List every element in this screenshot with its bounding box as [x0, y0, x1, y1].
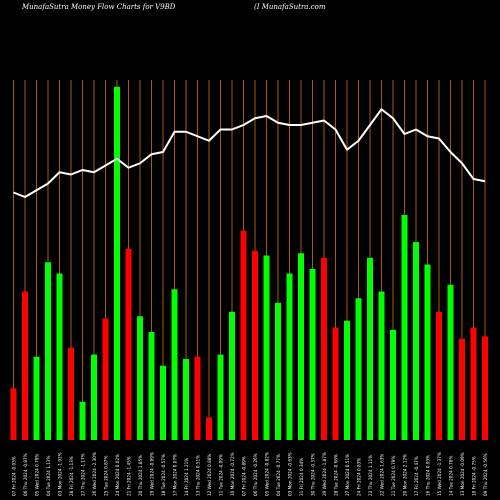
x-tick-label: 25 Tue 2024 0.87%: [104, 456, 109, 496]
data-bar: [148, 332, 155, 440]
site-credit: (I MunafaSutra.com: [254, 3, 326, 11]
x-tick-label: 14 Tue 2024 0.78%: [449, 456, 454, 496]
data-bar: [367, 257, 373, 440]
x-tick-label: 13 Thu 2024 0.51%: [196, 455, 201, 496]
x-tick-label: 27 Thu 2024 -1.17%: [81, 453, 86, 496]
x-tick-label: 14 Fri 2024 1.21%: [184, 458, 189, 496]
data-bar: [240, 230, 247, 440]
x-tick-label: 09 Thu 2024 -0.56%: [483, 453, 488, 496]
data-bar: [378, 291, 385, 440]
x-tick-label: 29 Wed 2024 -1.87%: [322, 452, 327, 496]
data-bar: [344, 320, 350, 440]
x-tick-label: 27 Mon 2024 0.51%: [345, 454, 350, 496]
x-tick-label: 10 Mon 2024 -0.72%: [230, 452, 235, 496]
x-tick-label: 07 Fri 2024 -0.03%: [12, 456, 17, 496]
x-tick-label: 28 Fri 2024 -1.13%: [69, 456, 74, 496]
data-bar: [424, 264, 431, 440]
x-tick-label: 03 Mon 2024 -1.91%: [58, 452, 63, 496]
x-tick-label: 05 Wed 2024 0.79%: [35, 454, 40, 496]
data-bar: [22, 291, 28, 440]
x-tick-label: 06 Thu 2024 -0.26%: [253, 453, 258, 496]
x-tick-label: 10 Fri 2024 -0.75%: [472, 456, 477, 496]
data-bar: [68, 347, 74, 440]
data-bar: [286, 273, 293, 440]
data-bar: [33, 356, 40, 440]
x-tick-label: 20 Mon 2024 2.12%: [403, 454, 408, 496]
data-bar: [102, 318, 109, 440]
x-tick-label: 13 Mon 2024 -0.09%: [460, 452, 465, 496]
data-bar: [482, 336, 488, 440]
x-tick-label: 03 Mon 2024 -0.63%: [288, 452, 293, 496]
data-bar: [79, 401, 86, 440]
data-bar: [10, 388, 17, 440]
data-bar: [447, 284, 454, 440]
x-tick-label: 04 Tue 2024 -0.77%: [276, 454, 281, 496]
data-bar: [125, 248, 132, 440]
data-bar: [171, 289, 178, 440]
data-bar: [263, 255, 270, 440]
x-tick-label: 21 Tue 2024 0.79%: [391, 456, 396, 496]
x-tick-label: 11 Tue 2024 -0.09%: [219, 454, 224, 496]
x-tick-label: 17 Fri 2024 -0.47%: [414, 456, 419, 496]
x-tick-label: 12 Wed 2024 0.88%: [207, 454, 212, 496]
x-tick-label: 17 Mon 2024 0.07%: [173, 454, 178, 496]
data-bar: [321, 257, 327, 440]
x-tick-label: 16 Thu 2024 0.93%: [426, 455, 431, 496]
data-bar: [229, 311, 235, 440]
data-bar: [355, 298, 362, 440]
data-bar: [332, 327, 339, 440]
x-tick-label: 06 Thu 2024 -0.87%: [23, 453, 28, 496]
x-tick-label: 04 Tue 2024 1.13%: [46, 456, 51, 496]
data-bar: [413, 242, 419, 440]
x-tick-label: 05 Wed 2024 -0.82%: [265, 452, 270, 496]
data-bar: [56, 273, 63, 440]
data-bar: [45, 262, 51, 440]
data-bar: [401, 215, 408, 440]
data-bar: [160, 365, 166, 440]
x-tick-label: 23 Thu 2024 1.11%: [368, 455, 373, 496]
data-bar: [436, 311, 442, 440]
x-tick-label: 20 Thu 2024 1.85%: [138, 455, 143, 496]
data-bar: [183, 359, 189, 440]
data-bar: [252, 251, 258, 440]
x-tick-label: 19 Wed 2024 -0.99%: [150, 452, 155, 496]
x-tick-label: 15 Wed 2024 -1.37%: [437, 452, 442, 496]
x-tick-label: 18 Tue 2024 -0.57%: [161, 454, 166, 496]
x-tick-label: 26 Wed 2024 -2.30%: [92, 452, 97, 496]
data-bar: [91, 354, 97, 440]
data-bar: [206, 417, 212, 440]
x-tick-label: 21 Fri 2024 -1.45%: [127, 456, 132, 496]
x-tick-label: 22 Wed 2024 1.63%: [380, 454, 385, 496]
data-bar: [298, 253, 304, 440]
data-bar: [459, 338, 465, 440]
data-bar: [470, 327, 477, 440]
money-flow-line: [13, 108, 486, 198]
x-tick-label: 24 Mon 2024 0.02%: [115, 454, 120, 496]
x-tick-label: 07 Fri 2024 -0.89%: [242, 456, 247, 496]
x-tick-label: 31 Fri 2024 0.34%: [299, 458, 304, 496]
x-tick-label: 30 Thu 2024 -0.37%: [311, 453, 316, 496]
data-bar: [217, 354, 224, 440]
x-tick-label: 24 Fri 2024 0.83%: [357, 458, 362, 496]
data-bar: [390, 329, 396, 440]
data-bar: [309, 269, 316, 440]
x-tick-label: 28 Tue 2024 -0.68%: [334, 454, 339, 496]
data-bar: [194, 356, 201, 440]
chart-title: MunafaSutra Money Flow Charts for V9BD: [22, 3, 176, 11]
data-bar: [137, 316, 143, 440]
data-bar: [114, 86, 120, 440]
data-bar: [275, 302, 281, 440]
